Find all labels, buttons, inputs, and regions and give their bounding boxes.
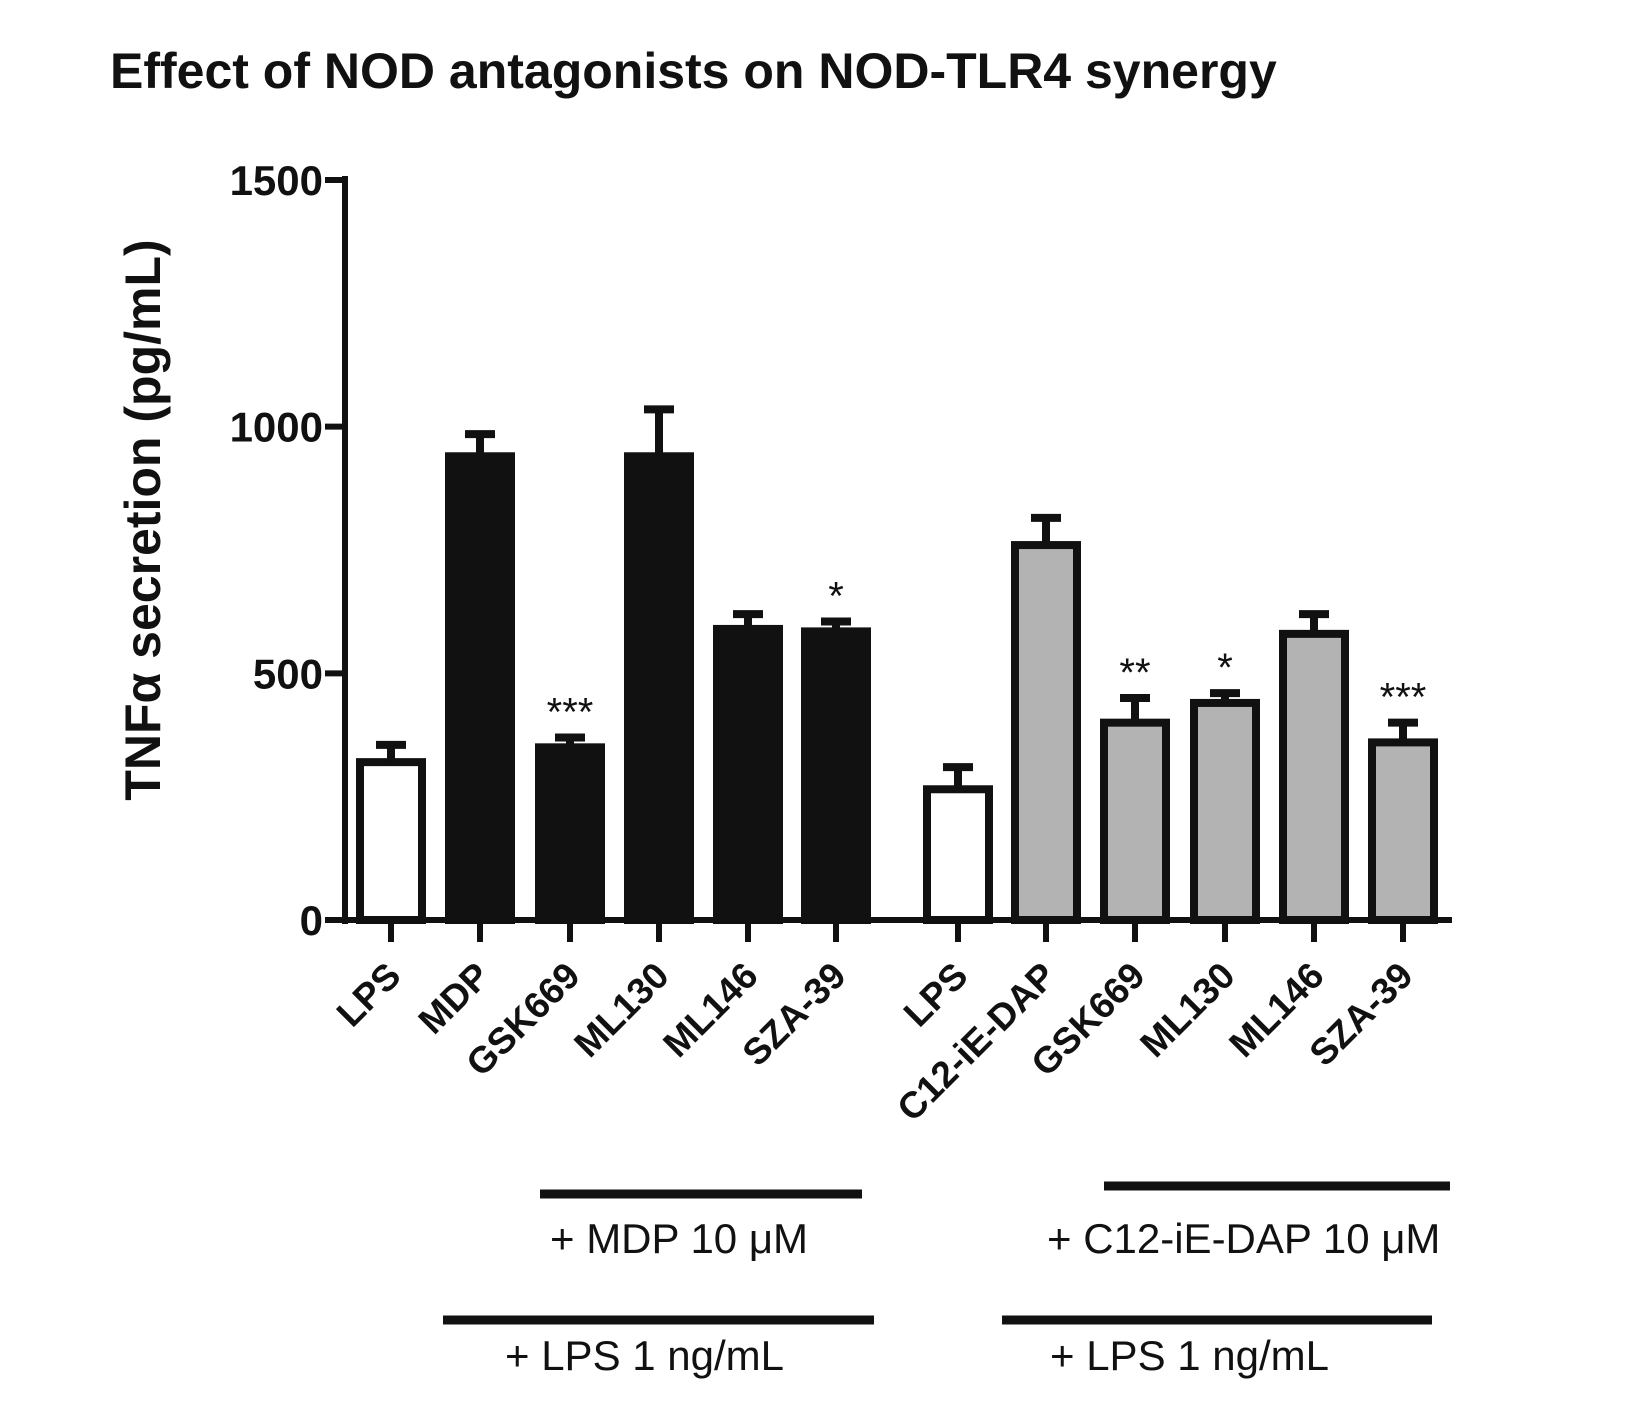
- chart-title: Effect of NOD antagonists on NOD-TLR4 sy…: [110, 43, 1277, 99]
- bar: [713, 624, 783, 925]
- significance-label: *: [1217, 646, 1233, 690]
- group-annotations: + MDP 10 μM + LPS 1 ng/mL + C12-iE-DAP 1…: [443, 1181, 1450, 1379]
- significance-label: ***: [1380, 676, 1427, 720]
- x-tick-label: LPS: [896, 955, 976, 1035]
- bar: [1100, 718, 1170, 925]
- bar: [1190, 698, 1260, 925]
- y-tick-label: 500: [253, 650, 323, 697]
- dap-group-label: + C12-iE-DAP 10 μM: [1047, 1215, 1440, 1262]
- lps-left-group-label: + LPS 1 ng/mL: [505, 1332, 784, 1379]
- bar: [1368, 738, 1438, 925]
- x-tick-label: LPS: [329, 955, 409, 1035]
- significance-label: **: [1119, 651, 1150, 695]
- bar: [445, 452, 515, 924]
- bar: [356, 758, 426, 925]
- bars: ****** ****: [356, 405, 1438, 925]
- y-tick-label: 0: [300, 897, 323, 944]
- x-tick-label: ML130: [566, 955, 676, 1065]
- mdp-group-label: + MDP 10 μM: [550, 1215, 808, 1262]
- bar: [1011, 541, 1081, 924]
- bar: [923, 785, 993, 924]
- bar: [1279, 629, 1349, 924]
- bar: [801, 627, 871, 925]
- lps-right-group-label: + LPS 1 ng/mL: [1050, 1332, 1329, 1379]
- significance-label: ***: [547, 690, 594, 734]
- y-axis-label: TNFα secretion (pg/mL): [115, 239, 171, 800]
- significance-label: *: [828, 575, 844, 619]
- y-tick-label: 1000: [230, 404, 323, 451]
- x-tick-label: ML130: [1132, 955, 1242, 1065]
- bar: [624, 452, 694, 924]
- bar: [535, 743, 605, 924]
- y-tick-label: 1500: [230, 157, 323, 204]
